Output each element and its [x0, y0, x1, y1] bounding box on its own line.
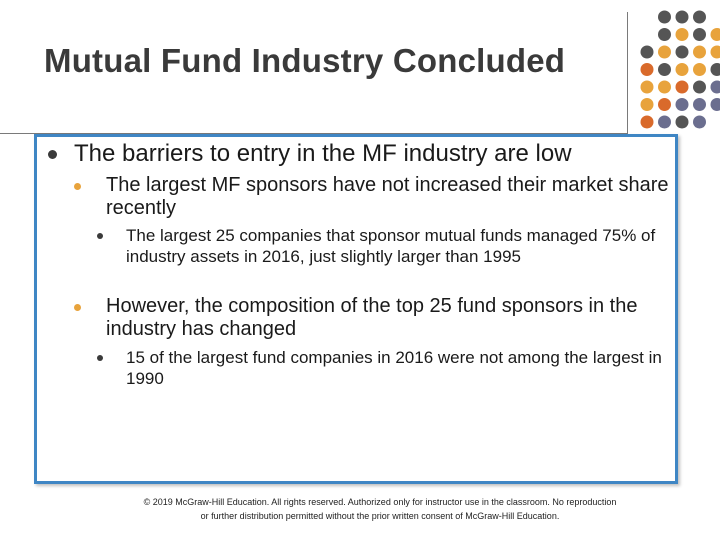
bullet-text: However, the composition of the top 25 f… [106, 295, 638, 340]
bullet-dot-icon [48, 150, 57, 159]
bullet-text: 15 of the largest fund companies in 2016… [126, 348, 662, 388]
bullet-dot-icon [74, 183, 81, 190]
decorative-dot [675, 28, 689, 41]
decorative-dot [675, 115, 689, 129]
decorative-dot [658, 28, 671, 41]
bullet-text: The largest MF sponsors have not increas… [106, 174, 669, 219]
decorative-dot [710, 98, 720, 111]
decorative-dot [640, 45, 654, 59]
decorative-dot [640, 98, 654, 111]
bullet-text: The largest 25 companies that sponsor mu… [126, 226, 656, 266]
horizontal-divider [0, 133, 627, 134]
decorative-dot [658, 115, 671, 129]
decorative-dot [658, 98, 671, 111]
decorative-dot [693, 10, 706, 24]
decorative-dot [710, 63, 720, 76]
bullet-text: The barriers to entry in the MF industry… [74, 140, 572, 167]
decorative-dot [658, 10, 671, 24]
bullet-level-3: 15 of the largest fund companies in 2016… [97, 348, 672, 389]
decorative-dot [658, 45, 671, 59]
decorative-dot [675, 63, 689, 76]
content-frame [34, 134, 678, 484]
decorative-dot [693, 115, 706, 129]
decorative-dot [658, 63, 671, 76]
decorative-dot [693, 63, 706, 76]
decorative-dot [640, 63, 654, 76]
decorative-dot [640, 115, 654, 129]
decorative-dot [675, 10, 689, 24]
bullet-level-2: However, the composition of the top 25 f… [74, 295, 669, 341]
decorative-dot [693, 98, 706, 111]
decorative-dot [693, 45, 706, 59]
slide-title: Mutual Fund Industry Concluded [44, 42, 566, 79]
decorative-dot [710, 80, 720, 94]
decorative-dot [693, 28, 706, 41]
vertical-divider [627, 12, 628, 134]
decorative-dot [710, 28, 720, 41]
decorative-dot [675, 45, 689, 59]
decorative-dot [658, 80, 671, 94]
bullet-level-2: The largest MF sponsors have not increas… [74, 174, 674, 220]
bullet-dot-icon [97, 233, 103, 239]
decorative-dot [675, 98, 689, 111]
decorative-dot [640, 80, 654, 94]
copyright-footer: © 2019 McGraw-Hill Education. All rights… [143, 497, 617, 521]
bullet-dot-icon [74, 304, 81, 311]
decorative-dot [693, 80, 706, 94]
bullet-level-3: The largest 25 companies that sponsor mu… [97, 226, 662, 267]
bullet-dot-icon [97, 355, 103, 361]
decorative-dot [675, 80, 689, 94]
decorative-dot [710, 45, 720, 59]
bullet-level-1: The barriers to entry in the MF industry… [48, 140, 648, 168]
